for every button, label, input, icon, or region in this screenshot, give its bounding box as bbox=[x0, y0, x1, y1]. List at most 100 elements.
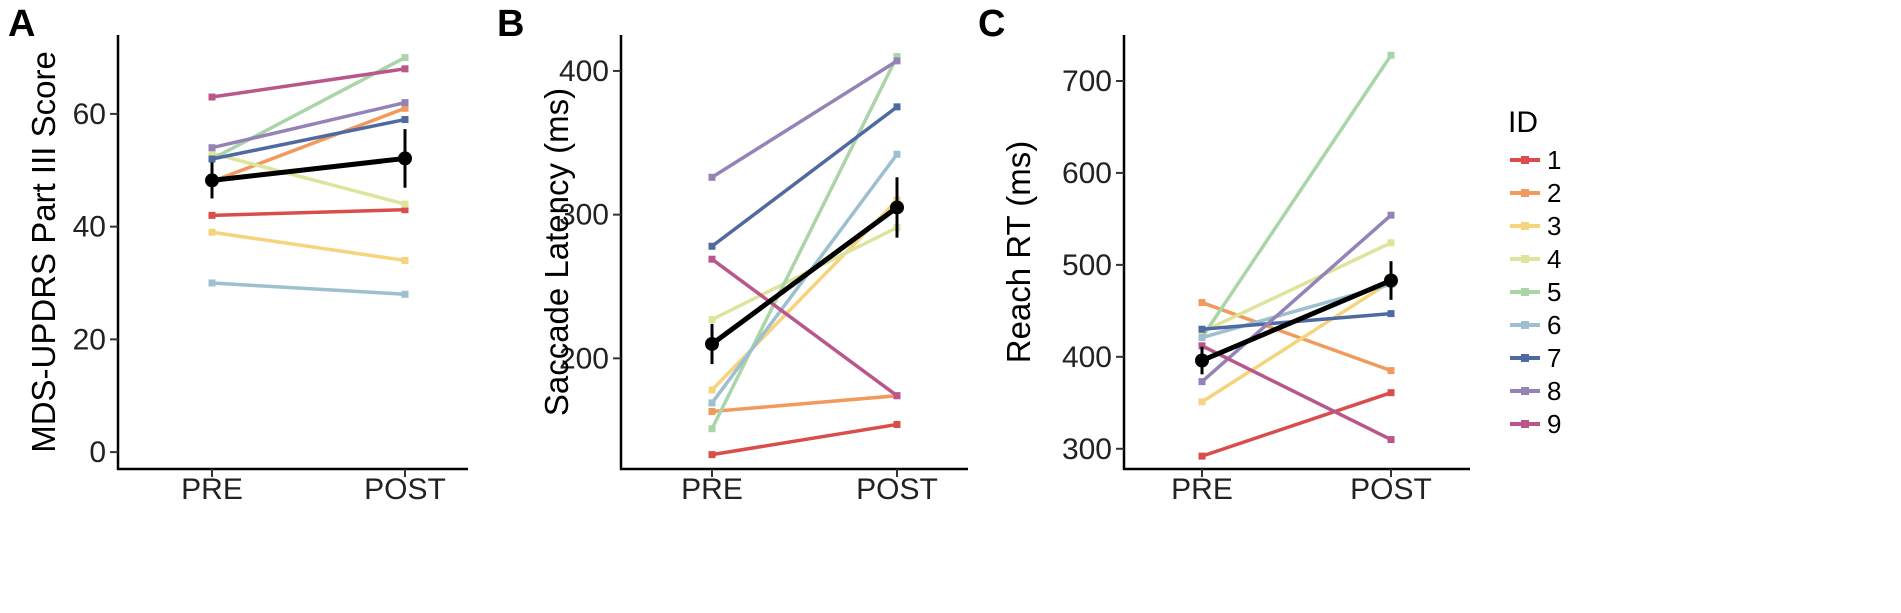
data-point bbox=[1387, 211, 1395, 219]
mean-line bbox=[1201, 278, 1392, 363]
series-1 bbox=[208, 206, 409, 219]
mean-series bbox=[705, 177, 904, 365]
series-2 bbox=[708, 392, 901, 416]
series-line bbox=[211, 151, 406, 206]
data-point bbox=[401, 54, 409, 62]
series-line bbox=[211, 207, 406, 218]
mean-point bbox=[890, 200, 904, 215]
data-point bbox=[401, 200, 409, 208]
data-point bbox=[893, 420, 901, 428]
data-point bbox=[208, 279, 216, 287]
legend-label: 1 bbox=[1547, 145, 1561, 175]
y-tick-label: 500 bbox=[1062, 249, 1112, 282]
data-point bbox=[1387, 367, 1395, 375]
series-line bbox=[1201, 279, 1392, 404]
data-point bbox=[401, 290, 409, 298]
data-point bbox=[708, 386, 716, 394]
series-line bbox=[1201, 300, 1392, 373]
data-point bbox=[708, 316, 716, 324]
legend-label: 2 bbox=[1547, 178, 1561, 208]
series-line bbox=[711, 422, 898, 457]
series-line bbox=[1200, 54, 1393, 339]
data-point bbox=[208, 93, 216, 101]
y-tick-label: 40 bbox=[73, 211, 106, 244]
y-tick-label: 400 bbox=[559, 55, 609, 88]
series-9 bbox=[1198, 342, 1395, 444]
data-point bbox=[401, 99, 409, 107]
series-line bbox=[710, 55, 899, 430]
data-point bbox=[1387, 239, 1395, 247]
mean-point bbox=[1384, 273, 1398, 288]
series-line bbox=[1201, 391, 1392, 458]
mean-line bbox=[211, 155, 406, 183]
x-tick-label: PRE bbox=[1171, 473, 1233, 506]
series-9 bbox=[208, 65, 409, 101]
x-tick-label: POST bbox=[1350, 473, 1432, 506]
y-tick-label: 60 bbox=[73, 98, 106, 131]
data-point bbox=[1387, 389, 1395, 397]
data-point bbox=[401, 116, 409, 124]
x-tick-label: PRE bbox=[181, 473, 243, 506]
legend-label: 4 bbox=[1547, 244, 1561, 274]
series-5 bbox=[708, 53, 901, 433]
data-point bbox=[1198, 398, 1206, 406]
y-tick-label: 400 bbox=[1062, 341, 1112, 374]
y-axis-title: MDS-UPDRS Part III Score bbox=[25, 51, 62, 453]
legend-entry-7: 7 bbox=[1510, 343, 1561, 373]
series-7 bbox=[208, 116, 409, 163]
data-point bbox=[1198, 342, 1206, 350]
series-8 bbox=[708, 57, 901, 181]
data-point bbox=[893, 53, 901, 61]
data-point bbox=[708, 399, 716, 407]
legend-key-marker bbox=[1521, 387, 1529, 395]
legend-entry-9: 9 bbox=[1510, 409, 1561, 439]
legend-label: 9 bbox=[1547, 409, 1561, 439]
series-line bbox=[211, 230, 406, 263]
data-point bbox=[208, 144, 216, 152]
panel-letter: C bbox=[978, 3, 1005, 45]
series-line bbox=[710, 257, 899, 398]
series-line bbox=[711, 393, 898, 414]
data-point bbox=[208, 149, 216, 157]
data-point bbox=[208, 211, 216, 219]
legend-entry-3: 3 bbox=[1510, 211, 1561, 241]
series-line bbox=[1201, 241, 1392, 334]
data-point bbox=[708, 242, 716, 250]
x-tick-label: POST bbox=[856, 473, 938, 506]
legend-entry-5: 5 bbox=[1510, 277, 1561, 307]
legend-key-marker bbox=[1521, 354, 1529, 362]
series-2 bbox=[1198, 299, 1395, 375]
legend-entry-6: 6 bbox=[1510, 310, 1561, 340]
series-3 bbox=[208, 228, 409, 264]
series-6 bbox=[208, 279, 409, 298]
data-point bbox=[1387, 310, 1395, 318]
data-point bbox=[401, 65, 409, 73]
legend-key-marker bbox=[1521, 288, 1529, 296]
mean-point bbox=[705, 336, 719, 351]
data-point bbox=[1387, 51, 1395, 59]
series-line bbox=[211, 106, 406, 184]
y-tick-label: 300 bbox=[1062, 433, 1112, 466]
series-line bbox=[211, 100, 406, 150]
series-line bbox=[711, 59, 898, 179]
series-8 bbox=[208, 99, 409, 152]
legend-label: 8 bbox=[1547, 376, 1561, 406]
y-tick-label: 300 bbox=[559, 199, 609, 232]
series-line bbox=[1200, 213, 1393, 383]
mean-point bbox=[398, 151, 412, 166]
legend-key-marker bbox=[1521, 156, 1529, 164]
legend-key-marker bbox=[1521, 189, 1529, 197]
legend-label: 6 bbox=[1547, 310, 1561, 340]
series-line bbox=[211, 281, 406, 297]
series-4 bbox=[208, 149, 409, 208]
series-line bbox=[211, 117, 406, 161]
panel-letter: A bbox=[8, 3, 35, 45]
y-tick-label: 200 bbox=[559, 342, 609, 375]
y-axis-title: Reach RT (ms) bbox=[1000, 141, 1037, 364]
panel-letter: B bbox=[497, 3, 524, 45]
data-point bbox=[708, 425, 716, 433]
y-axis-title: Saccade Latency (ms) bbox=[538, 88, 575, 416]
legend-key-marker bbox=[1521, 255, 1529, 263]
